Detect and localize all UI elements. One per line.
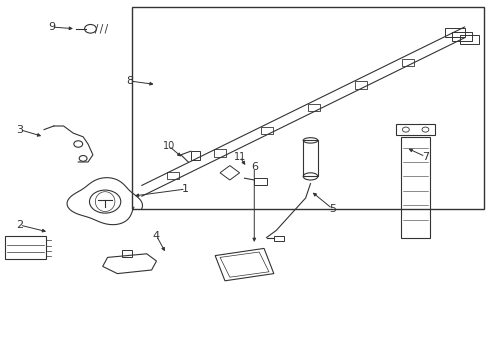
Text: 10: 10	[162, 141, 175, 151]
Text: 6: 6	[250, 162, 257, 172]
Text: 4: 4	[153, 231, 160, 241]
Text: 5: 5	[328, 204, 335, 214]
Text: 8: 8	[126, 76, 133, 86]
Text: 1: 1	[182, 184, 189, 194]
Text: 7: 7	[421, 152, 428, 162]
Text: 11: 11	[233, 152, 245, 162]
Text: 9: 9	[48, 22, 55, 32]
Text: 3: 3	[16, 125, 23, 135]
Text: 2: 2	[16, 220, 23, 230]
